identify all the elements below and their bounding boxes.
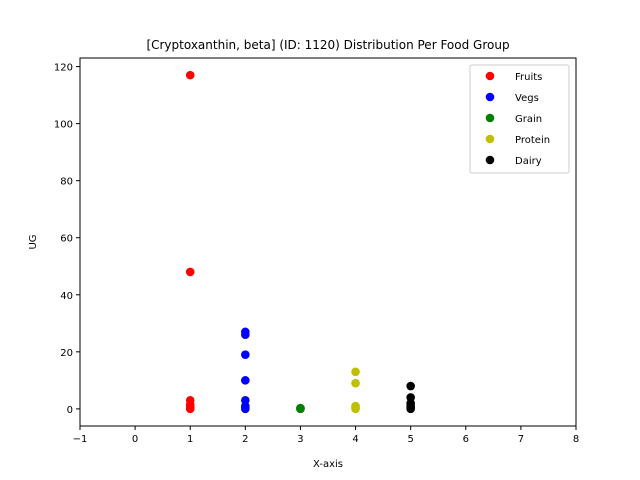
y-tick-label: 120 — [54, 63, 73, 74]
chart-title: [Cryptoxanthin, beta] (ID: 1120) Distrib… — [146, 38, 509, 52]
legend: Fruits Vegs Grain Protein Dairy — [469, 64, 570, 174]
data-point-protein-0 — [351, 367, 360, 377]
x-tick-label: 8 — [573, 434, 579, 445]
legend-box — [469, 64, 570, 174]
data-point-dairy-0 — [406, 381, 415, 391]
legend-marker-grain — [485, 113, 495, 123]
data-point-grain-2 — [296, 404, 305, 414]
y-tick-label: 20 — [60, 348, 73, 359]
data-point-fruits-0 — [185, 70, 195, 80]
legend-label-protein: Protein — [515, 135, 550, 146]
y-tick-label: 40 — [60, 291, 73, 302]
y-tick-label: 0 — [67, 405, 73, 416]
data-point-protein-4 — [351, 404, 360, 414]
legend-marker-dairy — [485, 155, 495, 165]
data-point-vegs-1 — [241, 330, 250, 340]
data-point-vegs-3 — [241, 376, 250, 385]
y-tick-label: 60 — [60, 234, 73, 245]
x-tick-label: 6 — [463, 434, 469, 445]
points-layer — [185, 70, 415, 414]
legend-label-dairy: Dairy — [515, 156, 542, 167]
x-tick-label: 4 — [352, 434, 358, 445]
legend-marker-vegs — [485, 92, 495, 102]
legend-label-fruits: Fruits — [515, 72, 542, 83]
legend-label-vegs: Vegs — [515, 93, 539, 104]
legend-label-grain: Grain — [515, 114, 542, 125]
data-point-fruits-1 — [185, 267, 195, 277]
x-tick-label: 5 — [407, 434, 413, 445]
x-axis-ticks: −1 0 1 2 3 4 5 6 7 8 — [73, 426, 579, 445]
x-tick-label: 0 — [132, 434, 138, 445]
x-axis-label: X-axis — [313, 459, 343, 470]
legend-marker-protein — [485, 134, 495, 144]
data-point-fruits-6 — [185, 404, 195, 414]
y-tick-label: 100 — [54, 120, 73, 131]
data-point-vegs-2 — [241, 350, 250, 359]
y-axis-label: UG — [28, 234, 39, 249]
x-tick-label: 7 — [518, 434, 524, 445]
data-point-vegs-7 — [241, 404, 250, 414]
x-tick-label: 3 — [297, 434, 303, 445]
y-axis-ticks: 0 20 40 60 80 100 120 — [54, 63, 80, 416]
x-tick-label: 1 — [187, 434, 193, 445]
data-point-protein-1 — [351, 378, 360, 388]
y-tick-label: 80 — [60, 177, 73, 188]
legend-marker-fruits — [485, 71, 495, 81]
x-tick-label: −1 — [73, 434, 88, 445]
x-tick-label: 2 — [242, 434, 248, 445]
data-point-dairy-5 — [406, 404, 415, 414]
plot-frame — [79, 57, 577, 427]
